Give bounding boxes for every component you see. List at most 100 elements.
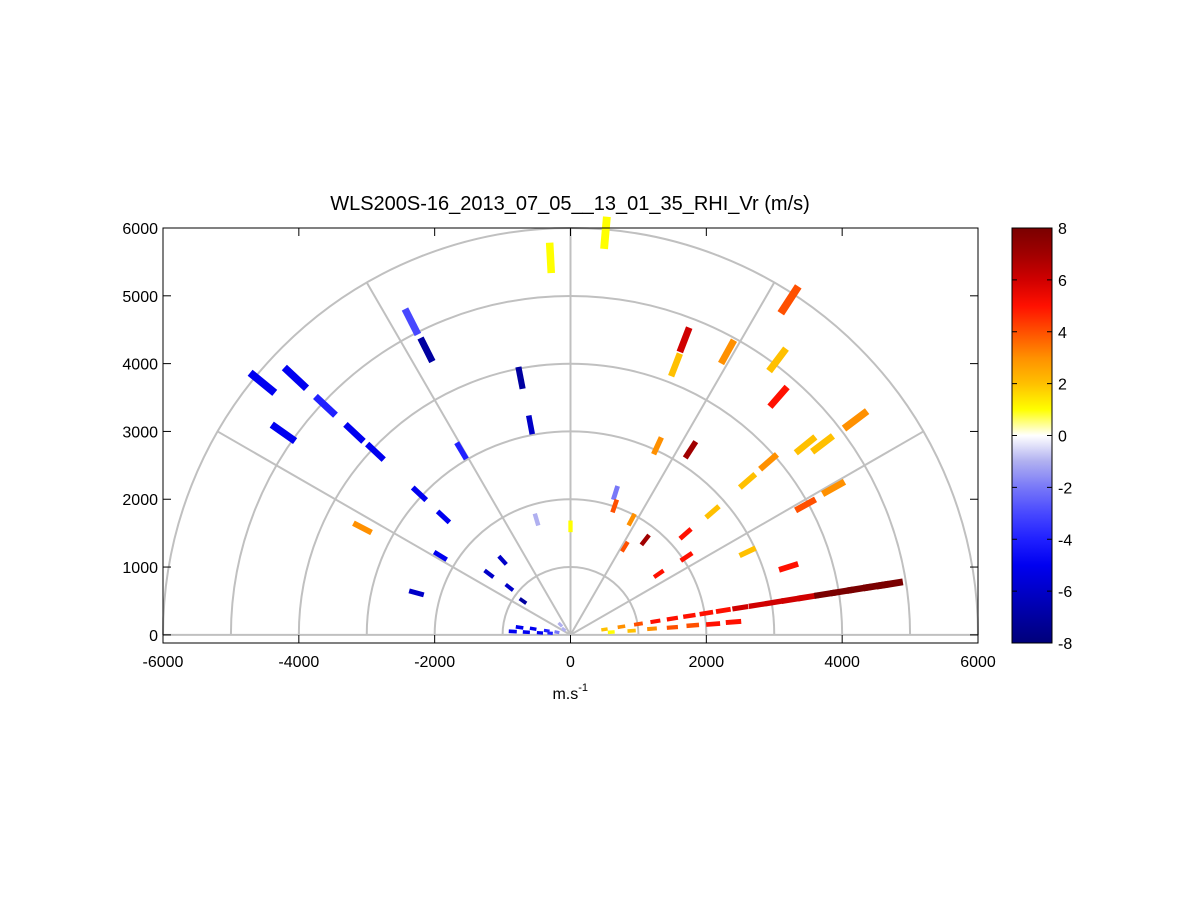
gate <box>504 582 515 592</box>
gate <box>627 628 636 633</box>
gate <box>778 561 799 573</box>
gate <box>781 595 802 604</box>
axes: -8 -6 -4 -2 0 2 4 6 8 -6000 -4000 -2000 0 2000 4000 600… <box>122 221 1072 671</box>
gate <box>650 618 661 625</box>
gate <box>607 630 615 635</box>
colorbar <box>1011 227 1053 644</box>
gate <box>810 433 836 455</box>
colorbar-tick-label: -6 <box>1058 584 1072 601</box>
polar-grid <box>162 227 979 636</box>
gate <box>617 624 626 630</box>
gate <box>767 384 790 409</box>
gate <box>841 408 870 432</box>
gate <box>525 415 536 435</box>
y-tick-label: 4000 <box>122 357 158 374</box>
gate <box>545 242 556 274</box>
spoke <box>365 282 572 636</box>
gate <box>483 568 495 579</box>
gate <box>682 440 699 460</box>
gate <box>269 421 298 445</box>
y-tick-label: 3000 <box>122 424 158 441</box>
y-tick-label: 2000 <box>122 492 158 509</box>
gate <box>352 520 373 536</box>
colorbar-tick-label: -4 <box>1058 532 1072 549</box>
gate <box>725 618 742 626</box>
gate <box>705 621 721 627</box>
gate <box>365 441 386 462</box>
gate <box>454 441 469 461</box>
gate <box>666 615 679 622</box>
gate <box>777 284 802 316</box>
gate <box>610 498 620 514</box>
gate <box>626 512 637 527</box>
x-tick-label: -2000 <box>414 654 455 671</box>
x-tick-label: 6000 <box>960 654 996 671</box>
gate <box>793 434 818 456</box>
x-tick-label: -4000 <box>278 654 319 671</box>
gate <box>611 485 620 501</box>
chart-title: WLS200S-16_2013_07_05__13_01_35_RHI_Vr (… <box>330 193 810 215</box>
gate <box>515 366 526 390</box>
colorbar-tick-label: 0 <box>1058 429 1067 446</box>
gate <box>718 338 737 366</box>
y-tick-label: 6000 <box>122 221 158 238</box>
gate <box>560 626 567 633</box>
gate <box>766 346 789 374</box>
gate <box>601 627 608 632</box>
gate <box>651 436 664 456</box>
gate <box>876 578 904 590</box>
gate <box>536 630 544 635</box>
gate <box>247 369 278 396</box>
gate <box>600 216 611 250</box>
spoke <box>570 430 924 636</box>
colorbar-tick-label: 6 <box>1058 273 1067 290</box>
gate <box>620 540 630 553</box>
x-tick-label: 0 <box>566 654 575 671</box>
gate <box>515 625 524 630</box>
gate <box>313 393 338 418</box>
gate <box>748 601 767 609</box>
colorbar-tick-label: 4 <box>1058 325 1067 342</box>
gate <box>715 606 732 615</box>
gate <box>529 626 537 632</box>
gate <box>543 628 550 633</box>
colorbar-tick-label: -8 <box>1058 636 1072 653</box>
gate <box>518 597 528 605</box>
spoke <box>569 282 776 636</box>
gate <box>820 478 847 497</box>
gate <box>676 326 693 354</box>
gate <box>686 622 700 629</box>
y-tick-label: 5000 <box>122 289 158 306</box>
spoke <box>217 430 571 636</box>
gates <box>247 216 904 636</box>
gate <box>731 603 749 612</box>
gate <box>633 621 644 627</box>
gate <box>666 624 679 630</box>
colorbar-tick-label: -2 <box>1058 480 1072 497</box>
gate <box>432 549 448 562</box>
gate <box>668 352 683 378</box>
gate <box>568 520 573 533</box>
y-tick-label: 0 <box>149 628 158 645</box>
gate <box>679 551 694 563</box>
gate <box>704 504 721 520</box>
gate <box>652 568 665 579</box>
gate <box>794 496 818 514</box>
gate <box>647 626 657 632</box>
x-axis-label: m.s-1 <box>552 682 588 703</box>
y-tick-label: 1000 <box>122 560 158 577</box>
gate <box>508 629 517 634</box>
x-tick-label: 2000 <box>689 654 725 671</box>
gate <box>401 307 422 337</box>
gate <box>699 609 714 617</box>
gate <box>554 630 560 635</box>
x-axis-label-base: m.s <box>552 686 578 703</box>
gate <box>797 592 819 602</box>
gate <box>764 598 784 607</box>
gate <box>417 336 436 364</box>
gate <box>343 422 366 444</box>
gate <box>639 533 651 547</box>
gate <box>408 588 425 598</box>
